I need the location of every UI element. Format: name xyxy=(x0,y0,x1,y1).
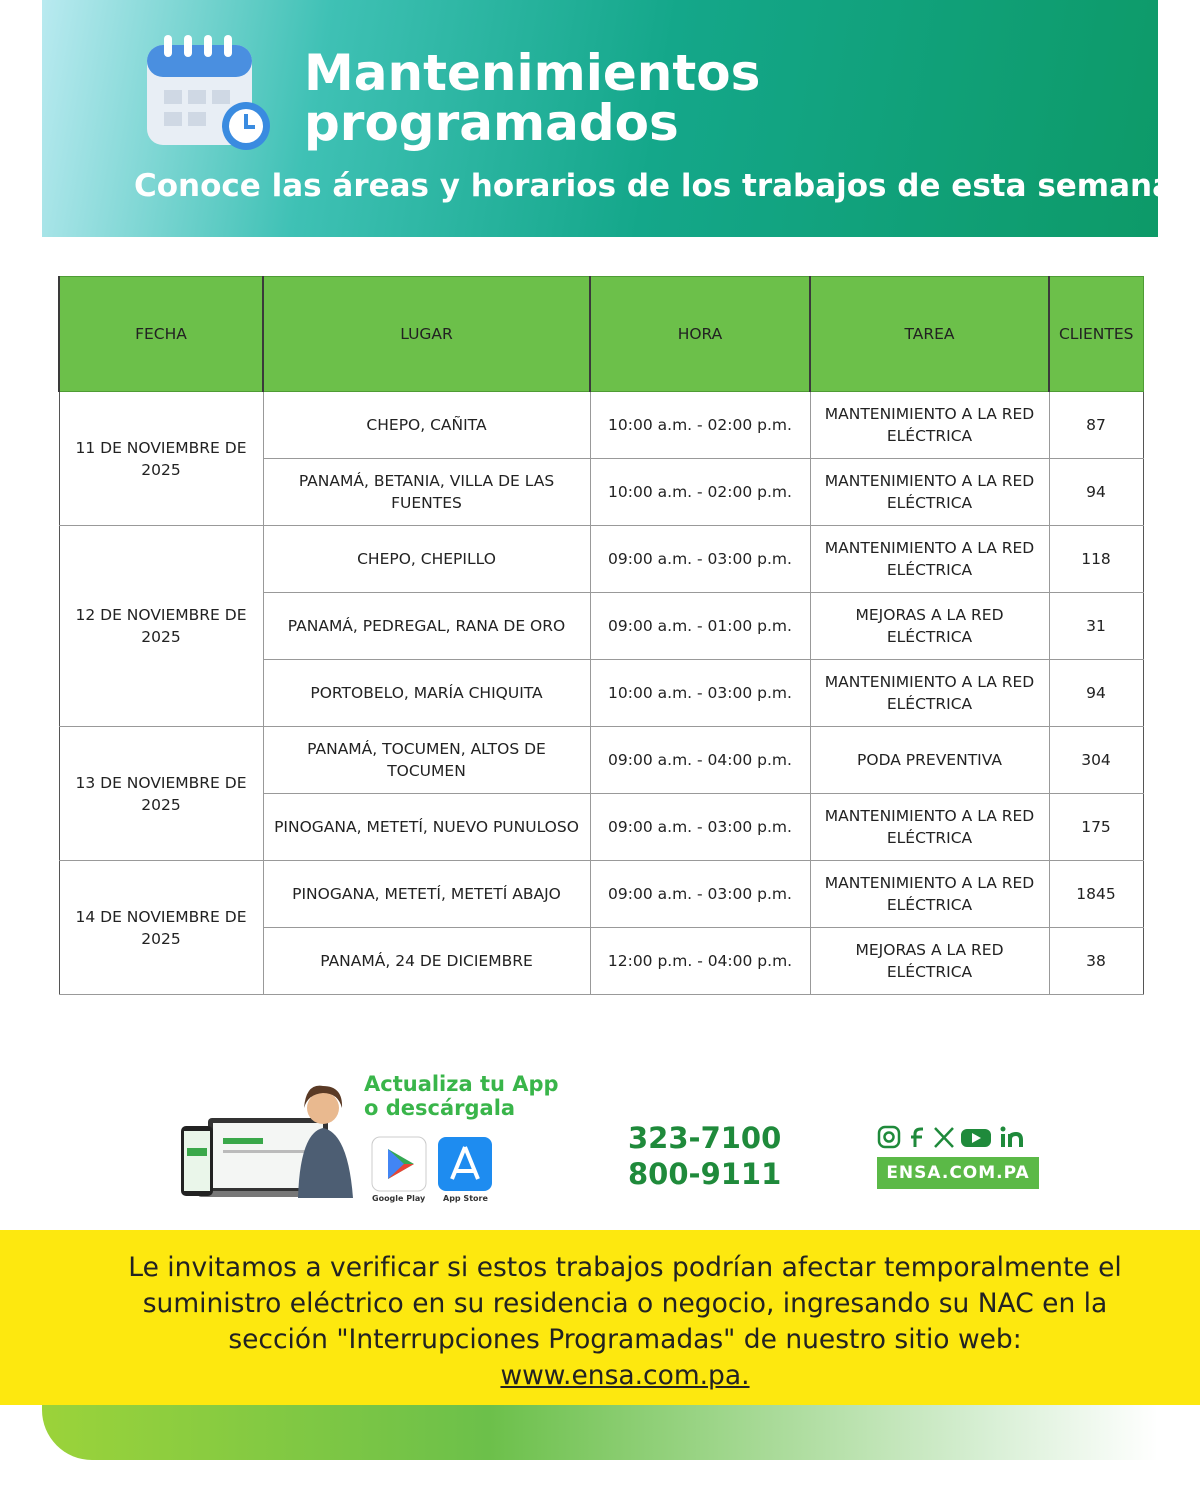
social-icons[interactable] xyxy=(877,1124,1027,1150)
title: Mantenimientos programados xyxy=(304,48,760,148)
clients-cell: 304 xyxy=(1048,726,1144,794)
clients-cell: 94 xyxy=(1048,659,1144,727)
task-cell: MANTENIMIENTO A LA RED ELÉCTRICA xyxy=(809,659,1050,727)
task-cell: MANTENIMIENTO A LA RED ELÉCTRICA xyxy=(809,391,1050,459)
task-cell: MEJORAS A LA RED ELÉCTRICA xyxy=(809,592,1050,660)
app-line: Actualiza tu App xyxy=(364,1072,559,1096)
time-cell: 10:00 a.m. - 02:00 p.m. xyxy=(589,458,811,526)
column-header: FECHA xyxy=(58,276,264,392)
task-cell: MANTENIMIENTO A LA RED ELÉCTRICA xyxy=(809,525,1050,593)
place-cell: PANAMÁ, BETANIA, VILLA DE LAS FUENTES xyxy=(262,458,591,526)
table-row: PORTOBELO, MARÍA CHIQUITA 10:00 a.m. - 03… xyxy=(59,659,1144,727)
store-label: App Store xyxy=(443,1194,488,1203)
clients-cell: 1845 xyxy=(1048,860,1144,928)
clients-cell: 87 xyxy=(1048,391,1144,459)
table-row: 14 DE NOVIEMBRE DE 2025 PINOGANA, METETÍ,… xyxy=(58,860,1144,995)
schedule-table: FECHA LUGAR HORA TAREA CLIENTES 11 DE NOVIEM… xyxy=(58,276,1144,995)
time-cell: 12:00 p.m. - 04:00 p.m. xyxy=(589,927,811,995)
table-row: 11 DE NOVIEMBRE DE 2025 CHEPO, CAÑITA 10:0… xyxy=(58,391,1144,526)
table-row: PANAMÁ, 24 DE DICIEMBRE 12:00 p.m. - 04:0… xyxy=(59,927,1144,995)
time-cell: 09:00 a.m. - 04:00 p.m. xyxy=(589,726,811,794)
notice-text: Le invitamos a verificar si estos trabaj… xyxy=(100,1250,1150,1394)
time-cell: 09:00 a.m. - 03:00 p.m. xyxy=(589,793,811,861)
column-header: HORA xyxy=(589,276,811,392)
place-cell: PANAMÁ, TOCUMEN, ALTOS DE TOCUMEN xyxy=(262,726,591,794)
header-row: FECHA LUGAR HORA TAREA CLIENTES xyxy=(58,276,1144,392)
header-banner: Mantenimientos programados Conoce las ár… xyxy=(42,0,1185,237)
website-badge[interactable]: ENSA.COM.PA xyxy=(877,1157,1039,1189)
date-cell: 14 DE NOVIEMBRE DE 2025 xyxy=(58,860,264,995)
time-cell: 09:00 a.m. - 01:00 p.m. xyxy=(589,592,811,660)
column-header: LUGAR xyxy=(262,276,591,392)
time-cell: 09:00 a.m. - 03:00 p.m. xyxy=(589,860,811,928)
place-cell: PINOGANA, METETÍ, NUEVO PUNULOSO xyxy=(262,793,591,861)
store-label: Google Play xyxy=(372,1194,426,1203)
place-cell: PINOGANA, METETÍ, METETÍ ABAJO xyxy=(262,860,591,928)
clients-cell: 118 xyxy=(1048,525,1144,593)
title-line: Mantenimientos xyxy=(304,44,761,102)
app-cta: Actualiza tu App o descárgala xyxy=(364,1072,559,1120)
phone[interactable]: 800-9111 xyxy=(628,1157,782,1191)
time-cell: 10:00 a.m. - 02:00 p.m. xyxy=(589,391,811,459)
column-header: TAREA xyxy=(809,276,1050,392)
task-cell: MANTENIMIENTO A LA RED ELÉCTRICA xyxy=(809,860,1050,928)
place-cell: PANAMÁ, PEDREGAL, RANA DE ORO xyxy=(262,592,591,660)
table-row: 12 DE NOVIEMBRE DE 2025 CHEPO, CHEPILLO 09… xyxy=(58,525,1144,727)
place-cell: PANAMÁ, 24 DE DICIEMBRE xyxy=(262,927,591,995)
column-header: CLIENTES xyxy=(1048,276,1144,392)
task-cell: PODA PREVENTIVA xyxy=(809,726,1050,794)
notice-body: Le invitamos a verificar si estos trabaj… xyxy=(128,1252,1122,1355)
table-row: 13 DE NOVIEMBRE DE 2025 PANAMÁ, TOCUMEN, … xyxy=(58,726,1144,861)
date-cell: 13 DE NOVIEMBRE DE 2025 xyxy=(58,726,264,861)
clients-cell: 175 xyxy=(1048,793,1144,861)
notice-band: Le invitamos a verificar si estos trabaj… xyxy=(0,1230,1200,1405)
clients-cell: 94 xyxy=(1048,458,1144,526)
phones: 323-7100 800-9111 xyxy=(628,1120,781,1192)
time-cell: 10:00 a.m. - 03:00 p.m. xyxy=(589,659,811,727)
clients-cell: 38 xyxy=(1048,927,1144,995)
table-row: PANAMÁ, BETANIA, VILLA DE LAS FUENTES 10:… xyxy=(59,458,1144,526)
date-cell: 12 DE NOVIEMBRE DE 2025 xyxy=(58,525,264,727)
place-cell: PORTOBELO, MARÍA CHIQUITA xyxy=(262,659,591,727)
table-row: PANAMÁ, PEDREGAL, RANA DE ORO 09:00 a.m. … xyxy=(59,592,1144,660)
place-cell: CHEPO, CHEPILLO xyxy=(262,525,591,593)
time-cell: 09:00 a.m. - 03:00 p.m. xyxy=(589,525,811,593)
clients-cell: 31 xyxy=(1048,592,1144,660)
store-icons[interactable] xyxy=(370,1135,496,1193)
subtitle: Conoce las áreas y horarios de los traba… xyxy=(134,168,1186,204)
table-row: PINOGANA, METETÍ, NUEVO PUNULOSO 09:00 a.… xyxy=(59,793,1144,861)
calendar-icon xyxy=(147,35,270,150)
footer-bar xyxy=(42,1405,1158,1460)
app-line: o descárgala xyxy=(364,1096,516,1120)
notice-link[interactable]: www.ensa.com.pa. xyxy=(500,1360,750,1391)
task-cell: MANTENIMIENTO A LA RED ELÉCTRICA xyxy=(809,793,1050,861)
task-cell: MEJORAS A LA RED ELÉCTRICA xyxy=(809,927,1050,995)
phone[interactable]: 323-7100 xyxy=(628,1121,782,1155)
title-line: programados xyxy=(304,94,679,152)
date-cell: 11 DE NOVIEMBRE DE 2025 xyxy=(58,391,264,526)
task-cell: MANTENIMIENTO A LA RED ELÉCTRICA xyxy=(809,458,1050,526)
app-illustration xyxy=(181,1085,353,1198)
place-cell: CHEPO, CAÑITA xyxy=(262,391,591,459)
